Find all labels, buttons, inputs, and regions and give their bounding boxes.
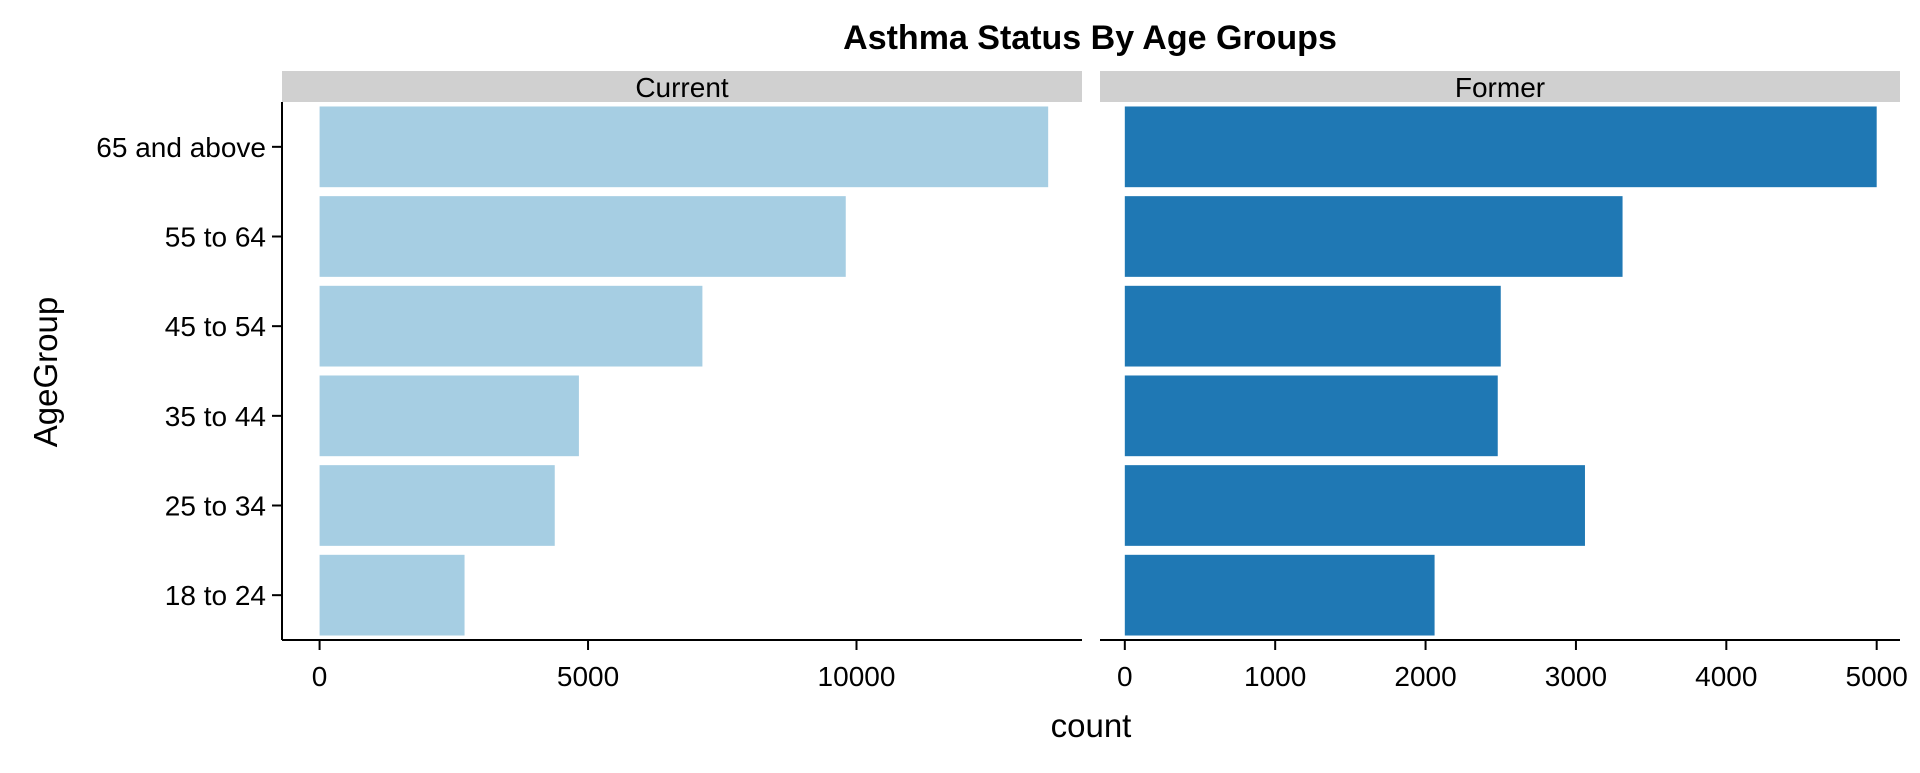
bar-former-35-to-44 [1124, 375, 1498, 457]
bar-current-45-to-54 [319, 285, 703, 367]
plot-area: 18 to 24 25 to 34 35 to 44 45 to 54 55 to 64… [96, 71, 1908, 692]
facet-label-former: Former [1455, 72, 1545, 103]
y-axis-title: AgeGroup [27, 297, 64, 447]
y-tick-label-25-to-34: 25 to 34 [165, 491, 266, 522]
y-tick-label-18-to-24: 18 to 24 [165, 580, 266, 611]
chart-title: Asthma Status By Age Groups [843, 19, 1337, 57]
facet-strip-current [282, 71, 1082, 102]
bar-current-55-to-64 [319, 196, 846, 277]
y-tick-label-55-to-64: 55 to 64 [165, 222, 266, 253]
bar-current-25-to-34 [319, 465, 555, 546]
bar-former-45-to-54 [1124, 285, 1501, 367]
bar-former-18-to-24 [1124, 554, 1435, 636]
x-axis-title: count [1051, 707, 1132, 744]
bar-current-18-to-24 [319, 554, 465, 636]
x-tick-label-former-4000: 4000 [1695, 661, 1757, 692]
x-tick-label-former-2000: 2000 [1394, 661, 1456, 692]
bar-former-25-to-34 [1124, 465, 1585, 546]
x-tick-label-current-5000: 5000 [557, 661, 619, 692]
x-tick-label-current-10000: 10000 [818, 661, 896, 692]
x-tick-label-former-3000: 3000 [1545, 661, 1607, 692]
bar-current-65-and-above [319, 106, 1049, 188]
x-tick-label-former-5000: 5000 [1846, 661, 1908, 692]
y-tick-label-35-to-44: 35 to 44 [165, 401, 266, 432]
x-tick-label-former-1000: 1000 [1244, 661, 1306, 692]
facet-label-current: Current [635, 72, 729, 103]
bar-current-35-to-44 [319, 375, 579, 457]
y-tick-label-65-and-above: 65 and above [96, 132, 266, 163]
x-tick-label-former-0: 0 [1117, 661, 1133, 692]
bar-former-65-and-above [1124, 106, 1877, 188]
bar-former-55-to-64 [1124, 196, 1623, 277]
x-tick-label-current-0: 0 [312, 661, 328, 692]
facet-strip-former [1100, 71, 1900, 102]
y-tick-label-45-to-54: 45 to 54 [165, 311, 266, 342]
